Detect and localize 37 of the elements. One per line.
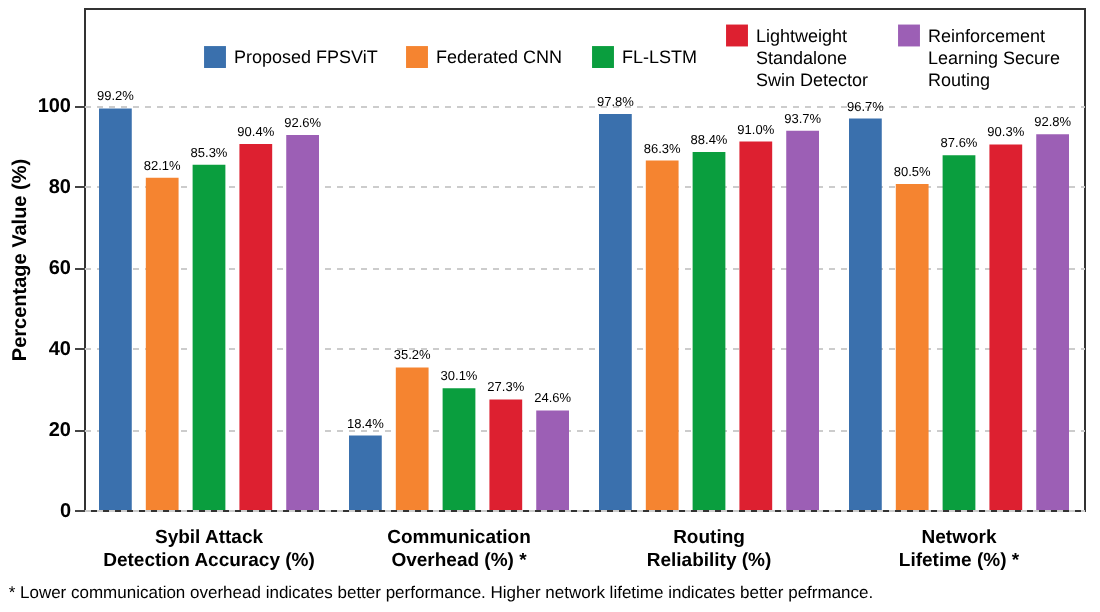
bar [849,118,882,510]
y-tick-label: 100 [37,96,72,119]
legend-label: Reinforcement Learning Secure Routing [928,25,1061,90]
bar [489,399,523,510]
bar [145,177,179,510]
y-tick-label: 60 [48,258,72,281]
x-tick-label: Communication Overhead (%) * [387,527,532,572]
bar [1036,134,1069,510]
bar [536,410,569,510]
bar [692,152,726,510]
bar [349,435,382,510]
y-axis-title: Percentage Value (%) [9,158,32,362]
bar [239,144,273,510]
legend-label: FL-LSTM [622,47,698,68]
bar [286,135,319,510]
bar [192,164,226,510]
y-tick-label: 20 [48,420,72,443]
y-tick-label: 80 [48,177,72,200]
bar [739,141,773,510]
x-tick-label: Sybil Attack Detection Accuracy (%) [103,527,315,572]
bar [645,160,679,510]
bar [895,184,929,510]
bar [942,155,976,510]
text: * Lower communication overhead indicates better performance. Higher network lifetime indicates better pefrmance. [8,582,874,602]
legend-label: Lightweight Standalone Swin Detector [756,25,869,90]
bar [395,367,429,510]
y-tick-label: 0 [59,501,72,523]
x-tick-label: Network Lifetime (%) * [898,527,1020,572]
y-tick-label: 40 [48,339,72,362]
x-tick-label: Routing Reliability (%) [646,527,772,572]
legend-label: Proposed FPSViT [234,47,379,68]
bar [442,388,476,510]
bar [989,144,1023,510]
legend-label: Federated CNN [436,47,563,68]
bar [786,130,819,510]
bar [99,108,132,510]
bar [599,114,632,510]
